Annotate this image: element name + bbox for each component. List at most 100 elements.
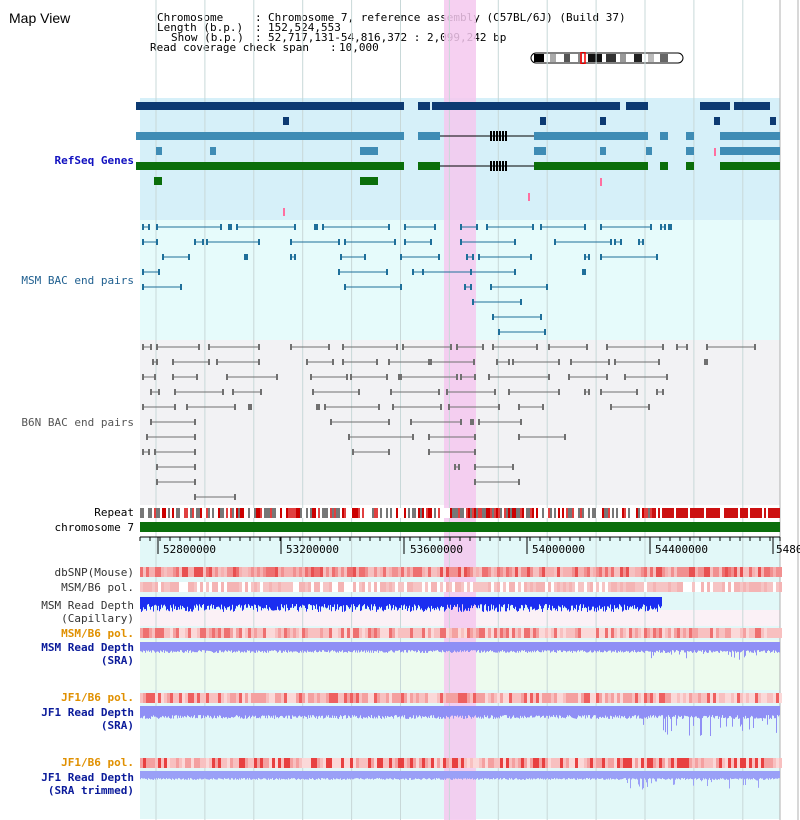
depth-bar (304, 706, 305, 716)
depth-bar (760, 771, 761, 779)
heat-cell (275, 758, 278, 768)
gene-exon (493, 161, 495, 171)
heat-cell (341, 628, 344, 638)
depth-bar (644, 597, 645, 605)
repeat-element (504, 508, 506, 518)
depth-bar (547, 597, 548, 610)
heat-cell (434, 628, 437, 638)
depth-bar (385, 771, 386, 780)
heat-cell (359, 628, 362, 638)
depth-bar (551, 642, 552, 652)
depth-bar (180, 597, 181, 606)
heat-cell (686, 758, 689, 768)
repeat-element (302, 508, 304, 518)
depth-bar (314, 706, 315, 717)
heat-cell (473, 628, 476, 638)
bac-end (154, 374, 156, 380)
heat-cell (200, 758, 203, 768)
depth-bar (443, 642, 444, 652)
depth-bar (277, 706, 278, 717)
heat-cell (503, 693, 506, 703)
heat-cell (686, 582, 689, 592)
heat-cell (200, 567, 203, 577)
repeat-element (772, 508, 774, 518)
bac-end (460, 419, 462, 425)
depth-bar (660, 642, 661, 653)
depth-bar (326, 706, 327, 716)
b6n-bac-label[interactable]: B6N BAC end pairs (21, 416, 134, 429)
gene-arrow (418, 162, 422, 170)
depth-bar (285, 771, 286, 780)
msm-b6-pol-label[interactable]: MSM/B6 pol. (61, 581, 134, 594)
jf1-depth-trim-label-1[interactable]: JF1 Read Depth (41, 771, 134, 784)
bac-end (260, 389, 262, 395)
depth-bar (748, 642, 749, 651)
gene-marker (528, 193, 530, 201)
depth-bar (375, 706, 376, 719)
jf1-b6-pol-label[interactable]: JF1/B6 pol. (61, 691, 134, 704)
depth-bar (426, 706, 427, 717)
depth-bar (168, 771, 169, 779)
dbsnp-label[interactable]: dbSNP(Mouse) (54, 566, 134, 579)
depth-bar (162, 771, 163, 779)
depth-bar (271, 642, 272, 651)
depth-bar (309, 706, 310, 719)
bac-end (530, 254, 532, 260)
msm-depth-cap-label-1[interactable]: MSM Read Depth (41, 599, 134, 612)
heat-cell (611, 758, 614, 768)
heat-cell (665, 567, 668, 577)
refseq-genes-label[interactable]: RefSeq Genes (54, 154, 134, 167)
depth-bar (477, 597, 478, 609)
heat-cell (377, 628, 380, 638)
depth-bar (246, 642, 247, 653)
repeat-element (676, 508, 678, 518)
depth-bar (624, 771, 625, 779)
repeat-element (264, 508, 266, 518)
repeat-element (238, 508, 240, 518)
jf1-depth-sra-label-1[interactable]: JF1 Read Depth (41, 706, 134, 719)
heat-cell (758, 758, 761, 768)
depth-bar (407, 642, 408, 653)
repeat-element (278, 508, 280, 518)
depth-bar (366, 597, 367, 609)
heat-cell (284, 628, 287, 638)
depth-bar (145, 771, 146, 779)
info-show-key: Show (b.p.) (171, 31, 244, 44)
depth-bar (491, 597, 492, 605)
bac-end (474, 464, 476, 470)
heat-cell (194, 758, 197, 768)
depth-bar (430, 597, 431, 612)
heat-cell (527, 628, 530, 638)
depth-bar (523, 706, 524, 719)
repeat-element (604, 508, 606, 518)
repeat-element (142, 508, 144, 518)
repeat-element (482, 508, 484, 518)
depth-bar (555, 597, 556, 611)
depth-bar (575, 597, 576, 610)
depth-bar (272, 771, 273, 779)
bac-end (446, 389, 448, 395)
repeat-element (462, 508, 464, 518)
depth-bar (381, 706, 382, 719)
depth-bar (656, 771, 657, 782)
heat-cell (683, 693, 686, 703)
depth-bar (264, 597, 265, 608)
depth-bar (470, 771, 471, 780)
depth-bar (163, 597, 164, 606)
repeat-element (268, 508, 270, 518)
msm-b6-pol2-label[interactable]: MSM/B6 pol. (61, 627, 134, 640)
depth-bar (562, 706, 563, 718)
jf1-b6-pol2-label[interactable]: JF1/B6 pol. (61, 756, 134, 769)
depth-bar (497, 771, 498, 779)
heat-cell (422, 758, 425, 768)
depth-bar (260, 642, 261, 652)
msm-bac-label[interactable]: MSM BAC end pairs (21, 274, 134, 287)
msm-depth-sra-label-1[interactable]: MSM Read Depth (41, 641, 134, 654)
heat-cell (632, 567, 635, 577)
heat-cell (239, 582, 242, 592)
heat-cell (764, 628, 767, 638)
heat-cell (527, 758, 530, 768)
heat-cell (158, 758, 161, 768)
depth-bar (497, 597, 498, 612)
